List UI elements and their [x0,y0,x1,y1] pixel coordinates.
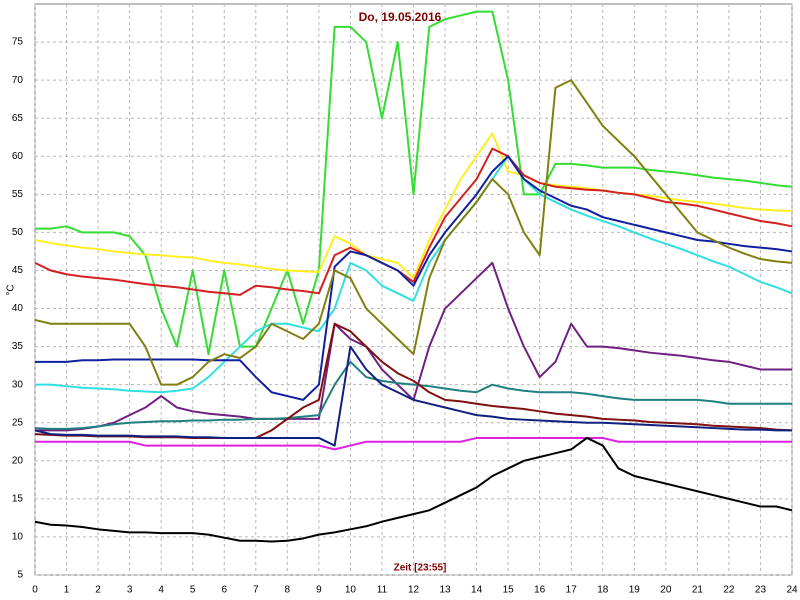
x-tick-label: 1 [64,585,70,596]
x-tick-label: 4 [158,585,164,596]
series-line [34,345,792,447]
x-tick-label: 5 [190,585,196,596]
y-tick-label: 60 [12,151,24,162]
y-tick-label: 45 [12,265,24,276]
x-tick-label: 2 [95,585,101,596]
x-tick-label: 23 [755,585,767,596]
x-tick-label: 12 [408,585,420,596]
y-tick-label: 15 [12,494,24,505]
x-tick-label: 18 [597,585,609,596]
x-tick-label: 15 [503,585,515,596]
y-tick-label: 30 [12,379,24,390]
y-tick-label: 65 [12,113,24,124]
x-tick-label: 7 [253,585,259,596]
y-tick-label: 5 [17,570,23,581]
x-tick-label: 20 [660,585,672,596]
series-line [34,360,792,430]
y-tick-label: 55 [12,189,24,200]
y-tick-label: 40 [12,303,24,314]
x-tick-label: 6 [221,585,227,596]
y-tick-label: 50 [12,227,24,238]
x-tick-label: 16 [534,585,546,596]
series-line [34,132,793,280]
series-line [34,147,793,296]
x-tick-label: 11 [377,585,388,596]
x-tick-label: 24 [786,585,798,596]
x-tick-label: 0 [32,585,38,596]
x-tick-label: 17 [566,585,578,596]
series-line [35,155,793,401]
x-tick-label: 10 [345,585,357,596]
series-line [34,79,793,386]
x-tick-label: 9 [316,585,322,596]
x-tick-label: 3 [127,585,133,596]
series-line [35,155,793,394]
x-axis-label: Zeit [23:55] [394,563,447,574]
x-tick-label: 19 [629,585,641,596]
chart-title: Do, 19.05.2016 [359,10,442,24]
x-tick-label: 8 [285,585,291,596]
y-tick-label: 70 [12,75,24,86]
y-tick-label: 25 [12,417,24,428]
x-tick-label: 14 [471,585,483,596]
y-tick-label: 75 [12,37,24,48]
y-tick-label: 35 [12,341,24,352]
y-tick-label: 10 [12,532,24,543]
x-tick-label: 13 [439,585,451,596]
series-line [35,10,793,356]
y-axis-label: °C [6,284,17,295]
series-line [35,436,792,451]
series-line [34,436,793,543]
x-tick-label: 22 [723,585,735,596]
lines [34,10,793,543]
x-tick-label: 21 [692,585,704,596]
y-tick-label: 20 [12,455,24,466]
grid [34,4,793,576]
